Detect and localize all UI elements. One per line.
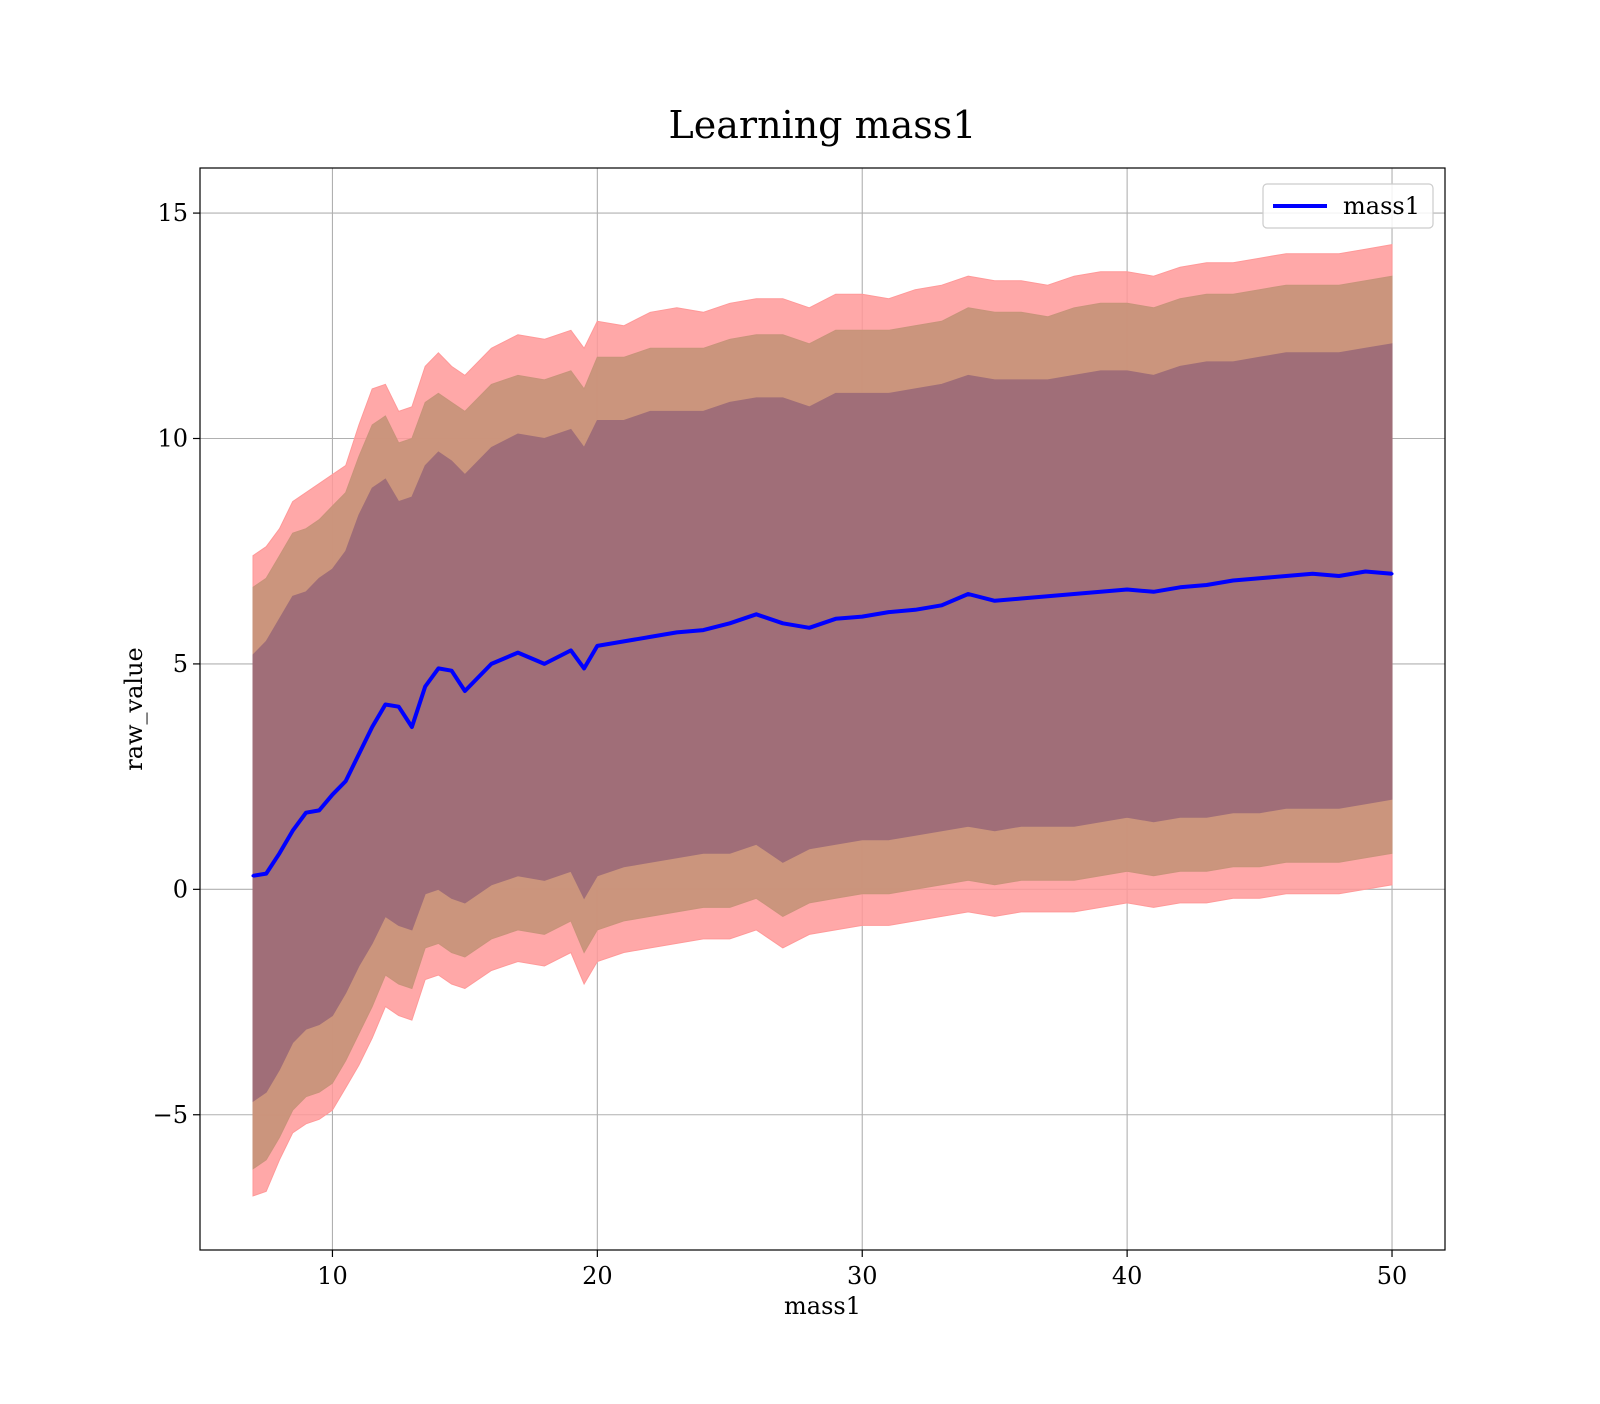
data-point-mass1 xyxy=(993,599,997,603)
tick-layer: 10 20 30 40 50 −5 0 5 10 15 xyxy=(153,199,1408,1290)
legend-label-mass1: mass1 xyxy=(1343,192,1420,220)
data-point-mass1 xyxy=(264,872,268,876)
data-point-mass1 xyxy=(344,779,348,783)
data-point-mass1 xyxy=(516,651,520,655)
data-point-mass1 xyxy=(489,662,493,666)
data-point-mass1 xyxy=(622,639,626,643)
y-tick-label: 0 xyxy=(173,875,188,903)
data-point-mass1 xyxy=(675,630,679,634)
data-point-mass1 xyxy=(1311,572,1315,576)
data-point-mass1 xyxy=(913,608,917,612)
y-axis-label: raw_value xyxy=(120,647,148,771)
band-layer xyxy=(252,244,1393,1197)
data-point-mass1 xyxy=(1152,590,1156,594)
data-point-mass1 xyxy=(1258,576,1262,580)
data-point-mass1 xyxy=(569,648,573,652)
data-point-mass1 xyxy=(436,666,440,670)
data-point-mass1 xyxy=(317,808,321,812)
y-tick-label: 5 xyxy=(173,650,188,678)
data-point-mass1 xyxy=(1046,594,1050,598)
data-point-mass1 xyxy=(648,635,652,639)
data-point-mass1 xyxy=(463,689,467,693)
x-tick-label: 20 xyxy=(582,1262,613,1290)
data-point-mass1 xyxy=(754,612,758,616)
y-tick-label: 15 xyxy=(157,199,188,227)
data-point-mass1 xyxy=(357,752,361,756)
x-axis-label: mass1 xyxy=(784,1292,861,1320)
data-point-mass1 xyxy=(330,793,334,797)
inner-band-area xyxy=(252,343,1393,1103)
data-point-mass1 xyxy=(940,603,944,607)
data-point-mass1 xyxy=(410,725,414,729)
data-point-mass1 xyxy=(1125,588,1129,592)
y-tick-label: 10 xyxy=(157,425,188,453)
plot-frame xyxy=(199,167,1446,1251)
data-point-mass1 xyxy=(291,829,295,833)
data-point-mass1 xyxy=(383,702,387,706)
data-point-mass1 xyxy=(728,621,732,625)
y-tick-label: −5 xyxy=(153,1101,188,1129)
line-layer xyxy=(251,569,1394,878)
x-tick-label: 40 xyxy=(1112,1262,1143,1290)
data-point-mass1 xyxy=(966,592,970,596)
data-point-mass1 xyxy=(701,628,705,632)
data-point-mass1 xyxy=(781,621,785,625)
data-point-mass1 xyxy=(1099,590,1103,594)
data-point-mass1 xyxy=(1390,572,1394,576)
data-point-mass1 xyxy=(1072,592,1076,596)
data-point-mass1 xyxy=(304,811,308,815)
x-tick-label: 30 xyxy=(847,1262,878,1290)
legend: mass1 xyxy=(1262,183,1434,229)
data-point-mass1 xyxy=(397,705,401,709)
chart-title: Learning mass1 xyxy=(669,103,977,147)
data-point-mass1 xyxy=(807,626,811,630)
data-point-mass1 xyxy=(370,725,374,729)
data-point-mass1 xyxy=(595,644,599,648)
data-point-mass1 xyxy=(1284,574,1288,578)
data-point-mass1 xyxy=(450,669,454,673)
x-tick-label: 50 xyxy=(1377,1262,1408,1290)
data-point-mass1 xyxy=(1019,597,1023,601)
data-point-mass1 xyxy=(423,684,427,688)
data-point-mass1 xyxy=(582,666,586,670)
data-point-mass1 xyxy=(251,874,255,878)
data-point-mass1 xyxy=(834,617,838,621)
data-point-mass1 xyxy=(1178,585,1182,589)
data-point-mass1 xyxy=(887,610,891,614)
data-point-mass1 xyxy=(1337,574,1341,578)
data-point-mass1 xyxy=(1364,569,1368,573)
x-tick-label: 10 xyxy=(317,1262,348,1290)
legend-box xyxy=(1262,183,1434,229)
data-point-mass1 xyxy=(860,615,864,619)
data-point-mass1 xyxy=(542,662,546,666)
data-point-mass1 xyxy=(1231,579,1235,583)
data-point-mass1 xyxy=(1205,583,1209,587)
data-point-mass1 xyxy=(277,851,281,855)
